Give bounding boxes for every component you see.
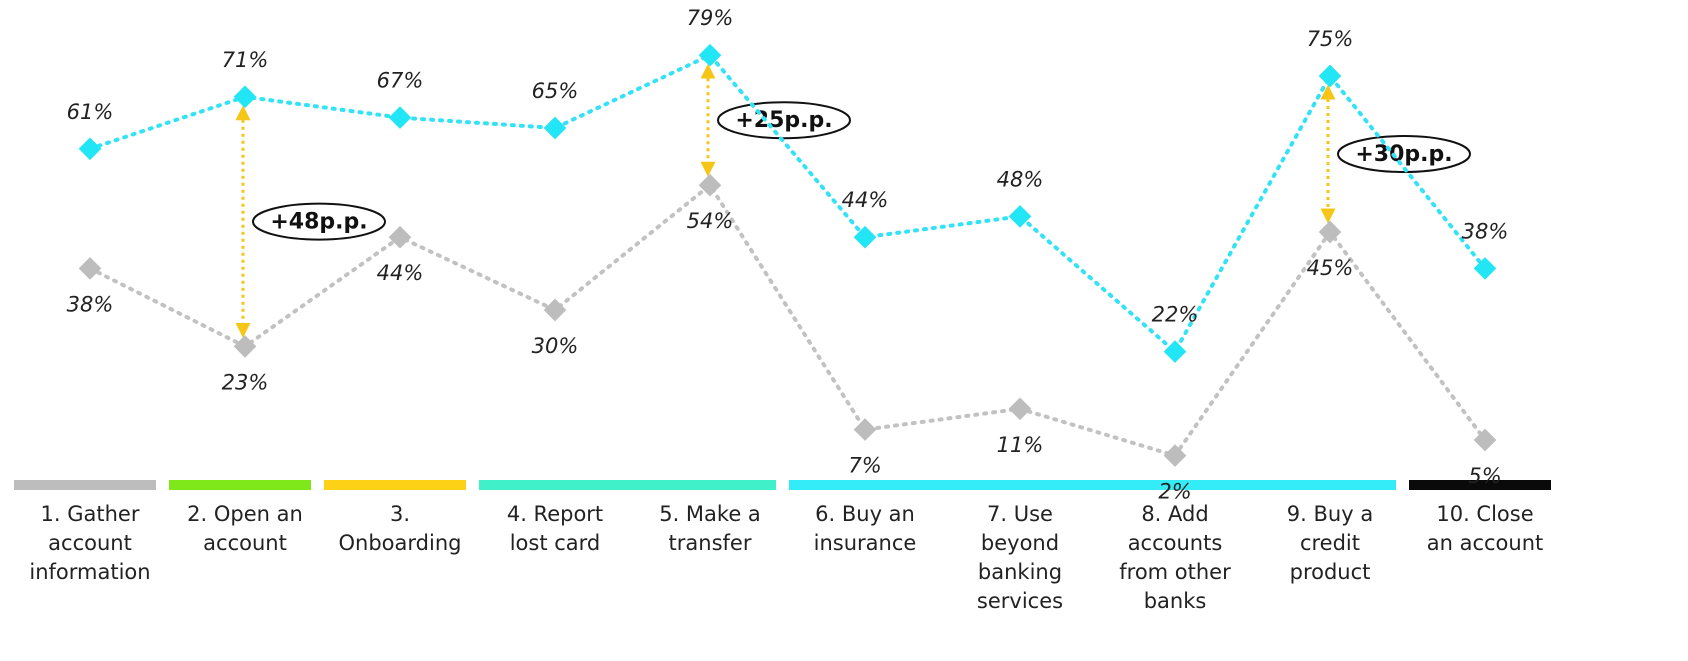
stage-bar <box>324 480 466 490</box>
data-point <box>544 117 567 140</box>
category-label: 3. Onboarding <box>335 500 465 558</box>
data-point <box>854 418 877 441</box>
value-label: 65% <box>532 79 579 103</box>
stage-bar <box>479 480 776 490</box>
value-label: 22% <box>1152 303 1199 327</box>
stage-bar <box>169 480 311 490</box>
value-label: 67% <box>377 69 424 93</box>
category-label: 2. Open an account <box>180 500 310 558</box>
value-label: 79% <box>687 6 734 30</box>
data-point <box>389 106 412 129</box>
value-label: 5% <box>1468 464 1501 488</box>
data-point <box>234 335 257 358</box>
value-label: 38% <box>67 292 114 316</box>
page: +48p.p. +25p.p. +30p.p. 61% 71% 67% 65% 79% 44% 4… <box>0 0 1688 661</box>
data-point <box>79 137 102 160</box>
value-label: 23% <box>222 370 269 394</box>
data-point <box>79 257 102 280</box>
value-label: 7% <box>848 454 881 478</box>
category-label: 7. Use beyond banking services <box>955 500 1085 616</box>
category-label: 6. Buy an insurance <box>800 500 930 558</box>
data-point <box>1474 429 1497 452</box>
value-label: 71% <box>222 48 269 72</box>
value-label: 30% <box>532 334 579 358</box>
value-label: 75% <box>1307 27 1354 51</box>
category-label: 5. Make a transfer <box>645 500 775 558</box>
gap-label: +25p.p. <box>735 108 832 133</box>
data-point <box>234 85 257 108</box>
stage-bar <box>14 480 156 490</box>
value-label: 44% <box>377 261 424 285</box>
chart: +48p.p. +25p.p. +30p.p. 61% 71% 67% 65% 79% 44% 4… <box>0 0 1688 661</box>
value-label: 54% <box>687 209 734 233</box>
value-label: 45% <box>1307 256 1354 280</box>
category-label: 1. Gather account information <box>25 500 155 587</box>
stage-bar <box>789 480 1396 490</box>
category-label: 9. Buy a credit product <box>1265 500 1395 587</box>
value-label: 11% <box>997 433 1044 457</box>
gap-label: +30p.p. <box>1355 142 1452 167</box>
category-label: 4. Report lost card <box>490 500 620 558</box>
value-label: 38% <box>1462 219 1509 243</box>
value-label: 61% <box>67 100 114 124</box>
value-label: 44% <box>842 188 889 212</box>
category-label: 10. Close an account <box>1420 500 1550 558</box>
category-label: 8. Add accounts from other banks <box>1110 500 1240 616</box>
data-point <box>544 299 567 322</box>
gap-label: +48p.p. <box>270 210 367 235</box>
value-label: 48% <box>997 167 1044 191</box>
data-point <box>1009 397 1032 420</box>
